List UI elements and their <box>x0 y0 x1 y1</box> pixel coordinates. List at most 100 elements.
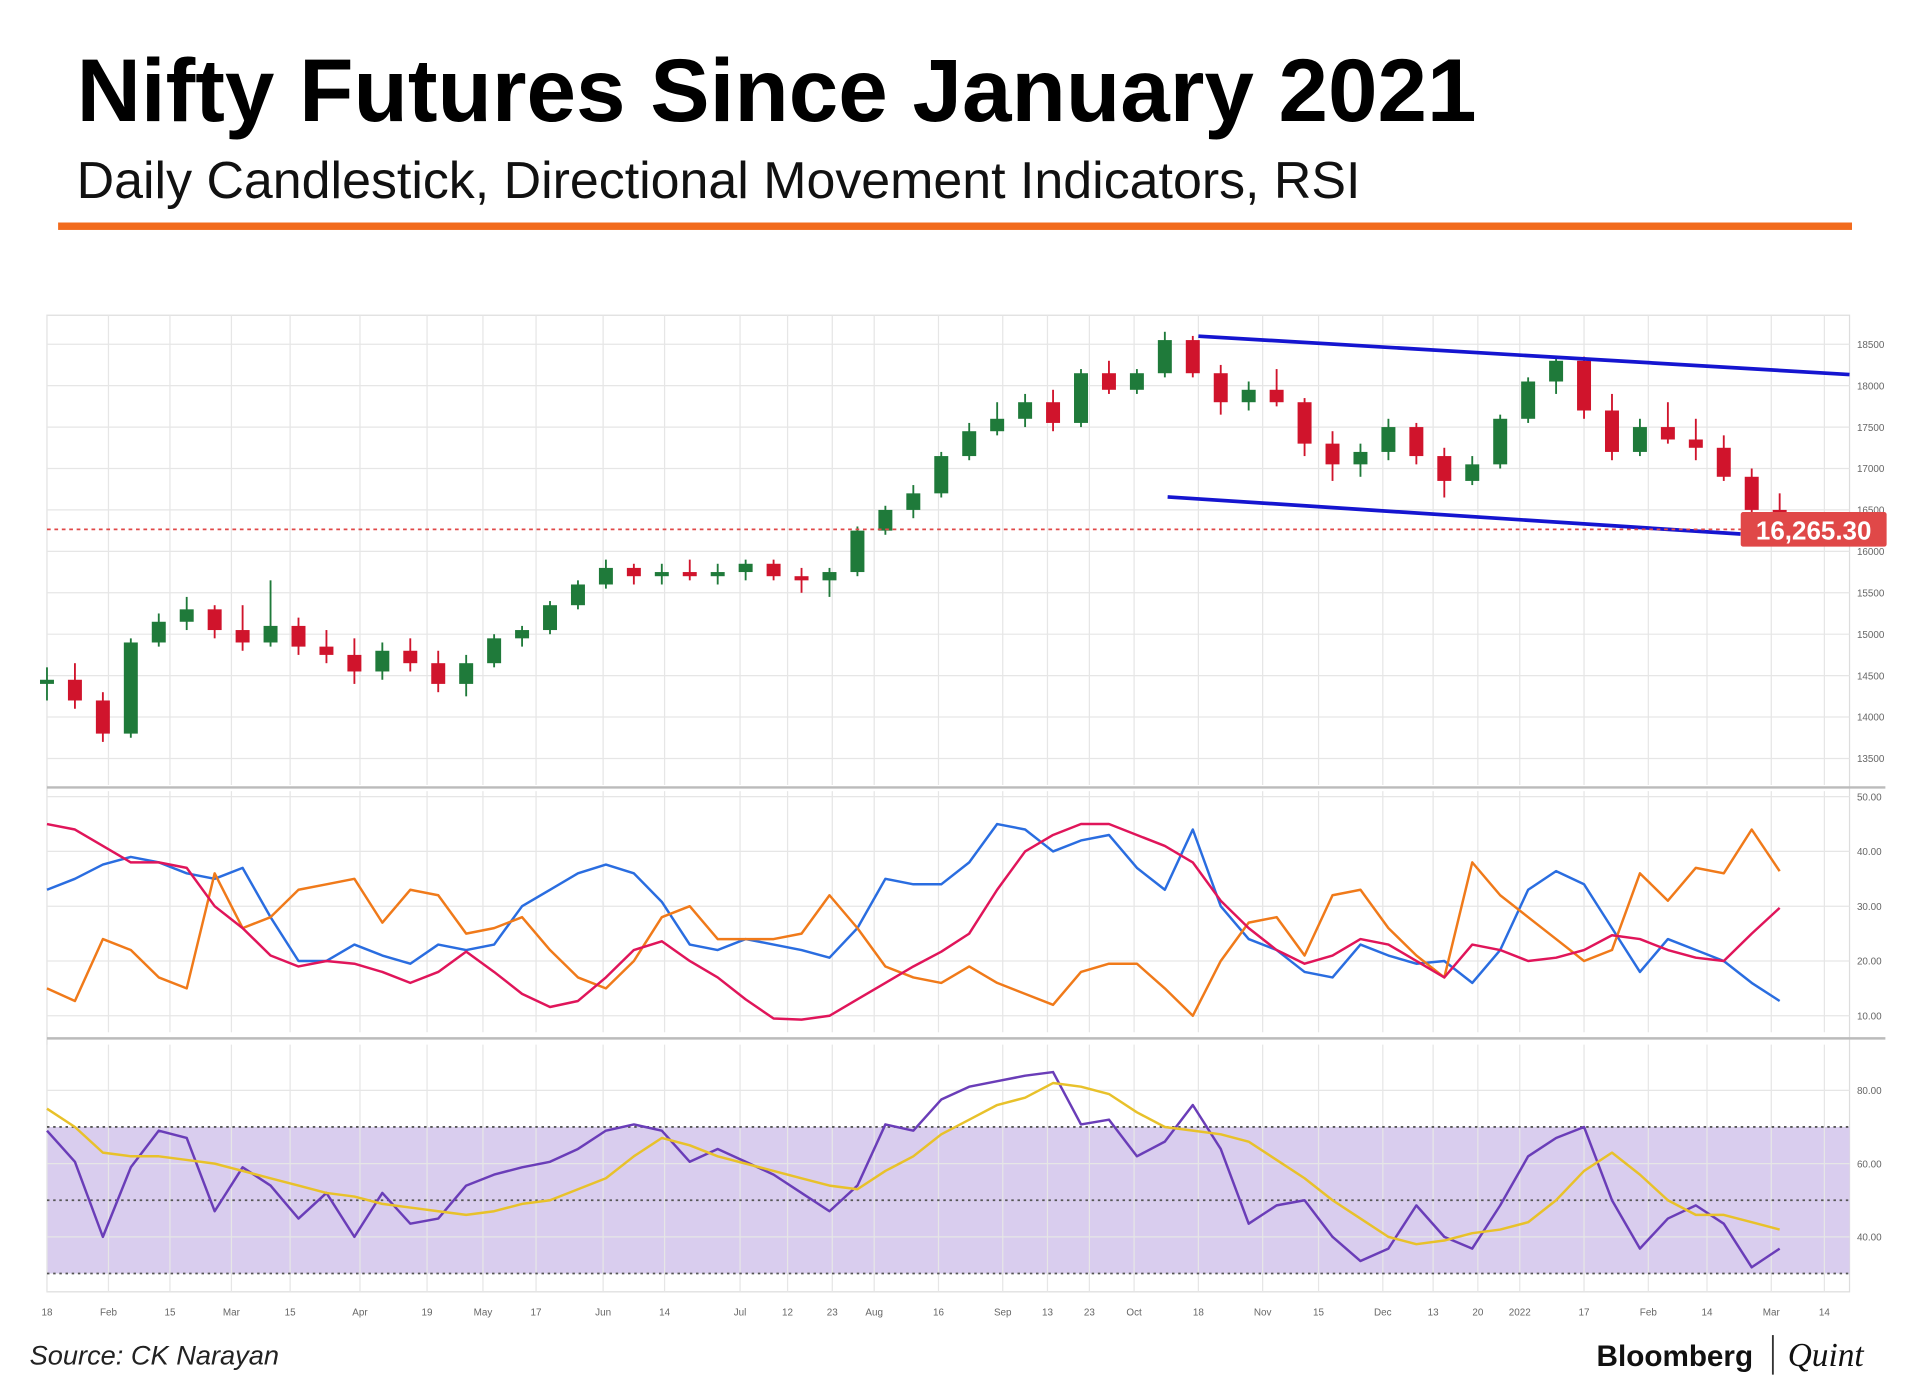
candle-body <box>794 576 809 581</box>
y-tick-label: 13500 <box>1857 754 1885 765</box>
x-tick-label: 13 <box>1042 1307 1053 1318</box>
x-tick-label: 15 <box>1313 1307 1324 1318</box>
x-tick-label: Mar <box>1763 1307 1781 1318</box>
x-tick-label: Mar <box>223 1307 241 1318</box>
candle-body <box>1297 402 1312 444</box>
candle-body <box>403 650 418 664</box>
candle-body <box>878 509 893 531</box>
candle-body <box>319 646 334 655</box>
y-tick-label: 40.00 <box>1857 1233 1882 1244</box>
candle-body <box>1660 427 1675 440</box>
candle-body <box>1381 427 1396 452</box>
candle-body <box>347 654 362 672</box>
candle-body <box>934 456 949 494</box>
source: Source: CK Narayan <box>30 1340 279 1371</box>
candle-body <box>1074 373 1088 423</box>
candle-body <box>123 642 138 734</box>
last-price-box <box>1740 512 1887 547</box>
y-tick-label: 10.00 <box>1857 1011 1882 1022</box>
candle-body <box>962 431 977 457</box>
candle-body <box>459 663 474 684</box>
candle-body <box>39 679 54 684</box>
candle-body <box>1465 464 1480 481</box>
x-tick-label: Feb <box>100 1307 118 1318</box>
candle-body <box>515 630 530 639</box>
indicator-line <box>46 822 1781 1021</box>
x-tick-label: 15 <box>285 1307 296 1318</box>
y-tick-label: 30.00 <box>1857 902 1882 913</box>
indicator-line <box>46 822 1781 1003</box>
candle-body <box>1716 447 1731 477</box>
y-tick-label: 18000 <box>1857 381 1885 392</box>
candle-body <box>207 609 222 631</box>
candle-body <box>906 493 921 510</box>
x-tick-label: Jun <box>595 1307 611 1318</box>
candle-body <box>1269 389 1284 403</box>
candle-body <box>850 530 865 573</box>
y-tick-label: 14500 <box>1857 671 1885 682</box>
trendline <box>1167 495 1741 536</box>
y-tick-label: 18500 <box>1857 340 1885 351</box>
candle-body <box>1185 340 1200 374</box>
candle-body <box>1157 340 1172 374</box>
x-tick-label: 17 <box>1579 1307 1590 1318</box>
candle-body <box>263 625 278 643</box>
title: Nifty Futures Since January 2021 <box>77 40 1477 140</box>
y-tick-label: 17000 <box>1857 464 1885 475</box>
x-tick-label: 2022 <box>1509 1307 1531 1318</box>
x-tick-label: Dec <box>1374 1307 1392 1318</box>
plots: 13500 14000 14500 15000 15500 16000 16500 17000… <box>39 315 1887 1318</box>
y-tick-label: 60.00 <box>1857 1159 1882 1170</box>
candle-body <box>822 572 837 581</box>
y-tick-label: 80.00 <box>1857 1086 1882 1097</box>
brand-second: Quint <box>1788 1337 1865 1374</box>
candle-body <box>654 572 669 577</box>
candle-body <box>431 663 446 684</box>
y-tick-label: 17500 <box>1857 423 1885 434</box>
candle-body <box>1353 451 1368 465</box>
candle-body <box>1046 402 1061 423</box>
x-tick-label: Oct <box>1126 1307 1142 1318</box>
x-tick-label: Apr <box>352 1307 368 1318</box>
y-tick-label: 16000 <box>1857 547 1885 558</box>
x-tick-label: 20 <box>1472 1307 1483 1318</box>
indicator-line <box>46 828 1781 1018</box>
candle-body <box>1688 439 1703 448</box>
x-tick-label: 14 <box>659 1307 670 1318</box>
candle-body <box>291 625 306 647</box>
candle-body <box>67 679 82 701</box>
candle-body <box>1577 360 1592 411</box>
x-tick-label: 12 <box>782 1307 793 1318</box>
candle-body <box>598 567 613 585</box>
candle-body <box>151 621 166 643</box>
y-tick-label: 50.00 <box>1857 792 1882 803</box>
x-tick-label: 19 <box>422 1307 433 1318</box>
candle-body <box>570 584 585 606</box>
candle-body <box>1241 389 1256 403</box>
x-tick-label: Sep <box>994 1307 1012 1318</box>
candle-body <box>1549 360 1564 382</box>
candle-body <box>1018 402 1033 419</box>
brand: Bloomberg <box>1597 1340 1754 1373</box>
candle-body <box>990 418 1005 432</box>
x-tick-label: May <box>474 1307 493 1318</box>
candle-body <box>179 609 194 622</box>
subtitle: Daily Candlestick, Directional Movement … <box>77 152 1361 210</box>
candle-body <box>235 630 250 643</box>
candle-body <box>95 700 110 734</box>
candle-body <box>1101 373 1116 390</box>
x-tick-label: 18 <box>1193 1307 1204 1318</box>
y-tick-label: 40.00 <box>1857 847 1882 858</box>
candle-body <box>1632 427 1647 452</box>
x-tick-label: 17 <box>531 1307 542 1318</box>
candle-body <box>375 650 390 672</box>
x-tick-label: 15 <box>164 1307 175 1318</box>
y-tick-label: 15500 <box>1857 588 1885 599</box>
y-tick-label: 20.00 <box>1857 957 1882 968</box>
candle-body <box>766 563 781 577</box>
candle-body <box>1409 427 1424 457</box>
x-tick-label: 23 <box>1084 1307 1095 1318</box>
x-tick-label: 16 <box>933 1307 944 1318</box>
x-tick-label: 23 <box>827 1307 838 1318</box>
